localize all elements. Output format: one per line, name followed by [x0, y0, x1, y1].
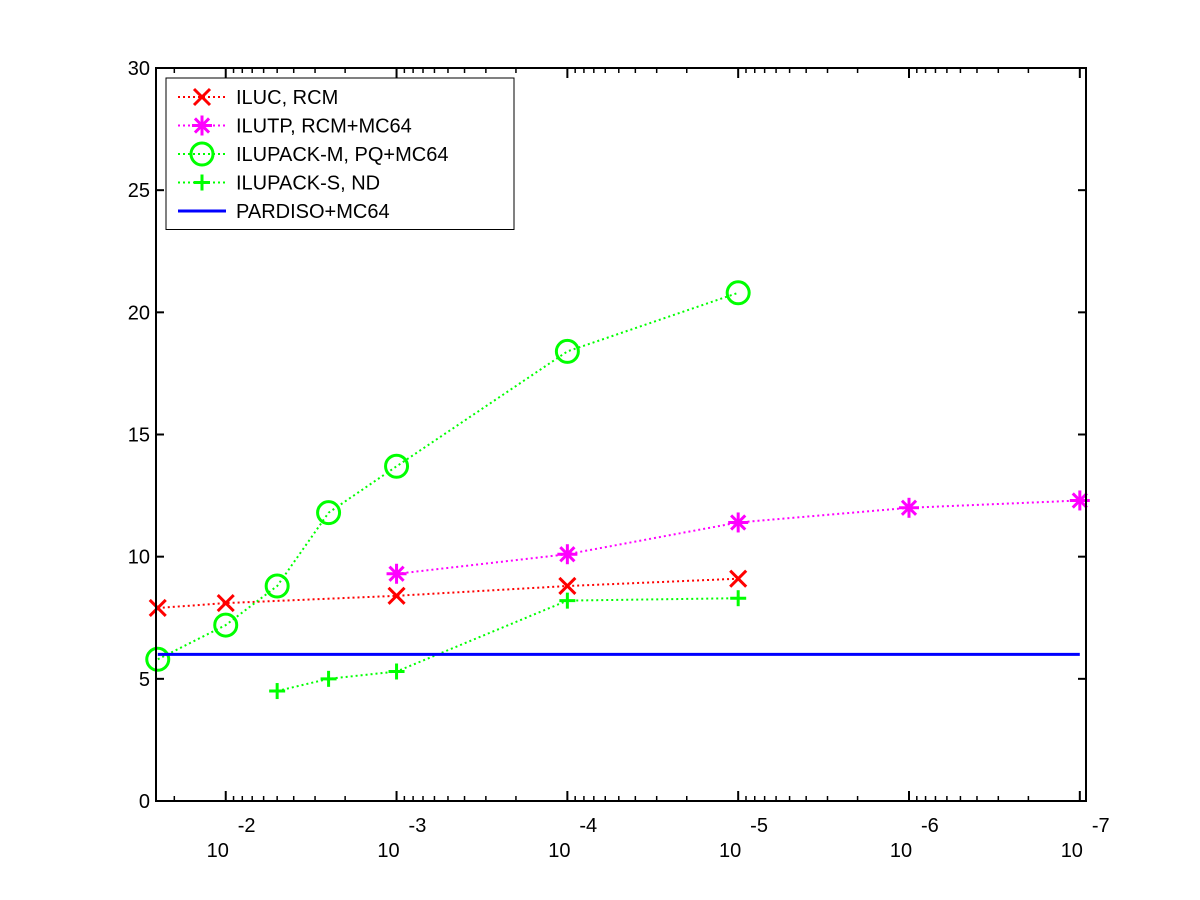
data-point: [729, 569, 748, 588]
y-tick-label: 25: [128, 180, 150, 202]
data-point: [730, 590, 747, 607]
x-tick-label-exponent: -6: [921, 815, 939, 837]
circle-marker: [264, 573, 290, 599]
data-point: [1069, 490, 1090, 511]
data-point: [213, 612, 239, 638]
series-4: [269, 590, 747, 700]
data-point: [316, 500, 342, 526]
x-tick-label-base: 10: [377, 840, 399, 862]
data-point: [558, 576, 577, 596]
x-marker: [148, 598, 167, 618]
legend-label: ILUTP, RCM+MC64: [236, 116, 412, 138]
circle-marker: [725, 280, 751, 306]
circle-marker: [554, 338, 580, 364]
y-tick-label: 10: [128, 547, 150, 569]
x-tick-label-base: 10: [890, 840, 912, 862]
series-1: [148, 569, 748, 618]
asterisk-marker: [730, 514, 747, 531]
asterisk-marker: [1071, 492, 1088, 509]
data-point: [387, 586, 406, 605]
data-point: [269, 683, 286, 700]
asterisk-marker: [193, 117, 211, 134]
x-tick-label-base: 10: [207, 840, 229, 862]
data-point: [264, 573, 290, 599]
x-tick-label-base: 10: [548, 840, 570, 862]
data-point: [148, 598, 167, 618]
series-line: [157, 577, 739, 609]
x-tick-label-exponent: -2: [238, 815, 256, 837]
series-line: [157, 291, 739, 661]
circle-marker: [316, 500, 342, 526]
series-layer: [145, 280, 1090, 700]
legend-entry: ILUC, RCM: [178, 87, 338, 109]
y-tick-label: 0: [139, 791, 150, 813]
data-point: [559, 592, 576, 609]
circle-marker: [145, 646, 171, 672]
x-tick-label-base: 10: [1061, 840, 1083, 862]
x-axis: 10 -2 10 -3 10 -4 10 -5 10 -6 10 -7: [173, 68, 1110, 862]
x-tick-label-exponent: -7: [1092, 815, 1110, 837]
data-point: [320, 670, 337, 687]
y-tick-label: 30: [128, 58, 150, 80]
legend-label: ILUPACK-S, ND: [236, 173, 380, 195]
data-point: [145, 646, 171, 672]
legend-entry: ILUPACK-M, PQ+MC64: [178, 141, 448, 167]
legend: ILUC, RCM ILUTP, RCM+MC64 ILUPACK-M, PQ+MC…: [165, 77, 515, 230]
data-point: [384, 453, 410, 479]
legend-label: ILUPACK-M, PQ+MC64: [236, 144, 448, 166]
asterisk-marker: [900, 499, 918, 516]
circle-marker: [213, 612, 239, 638]
data-point: [898, 497, 919, 518]
x-marker: [729, 569, 748, 588]
series-3: [145, 280, 751, 672]
asterisk-marker: [388, 565, 405, 582]
data-point: [388, 663, 405, 680]
x-tick-label-exponent: -4: [579, 815, 597, 837]
x-marker: [387, 586, 406, 605]
legend-entry: PARDISO+MC64: [178, 201, 390, 223]
circle-marker: [189, 141, 215, 167]
circle-marker: [384, 453, 410, 479]
x-tick-label-exponent: -3: [409, 815, 427, 837]
y-tick-label: 5: [139, 669, 150, 691]
data-point: [557, 544, 578, 565]
y-tick-label: 15: [128, 425, 150, 447]
data-point: [216, 594, 235, 613]
y-tick-label: 20: [128, 302, 150, 324]
x-marker: [216, 594, 235, 613]
data-point: [728, 512, 749, 533]
series-2: [386, 490, 1090, 584]
x-tick-label-exponent: -5: [750, 815, 768, 837]
data-point: [554, 338, 580, 364]
x-marker: [558, 576, 577, 596]
data-point: [725, 280, 751, 306]
asterisk-marker: [559, 546, 576, 563]
plot-frame: [155, 67, 1087, 802]
legend-entry: ILUTP, RCM+MC64: [178, 115, 412, 138]
legend-label: ILUC, RCM: [236, 87, 338, 109]
x-tick-label-base: 10: [719, 840, 741, 862]
legend-entry: ILUPACK-S, ND: [178, 173, 380, 195]
x-marker: [192, 87, 212, 107]
legend-label: PARDISO+MC64: [236, 201, 390, 223]
data-point: [386, 563, 407, 584]
